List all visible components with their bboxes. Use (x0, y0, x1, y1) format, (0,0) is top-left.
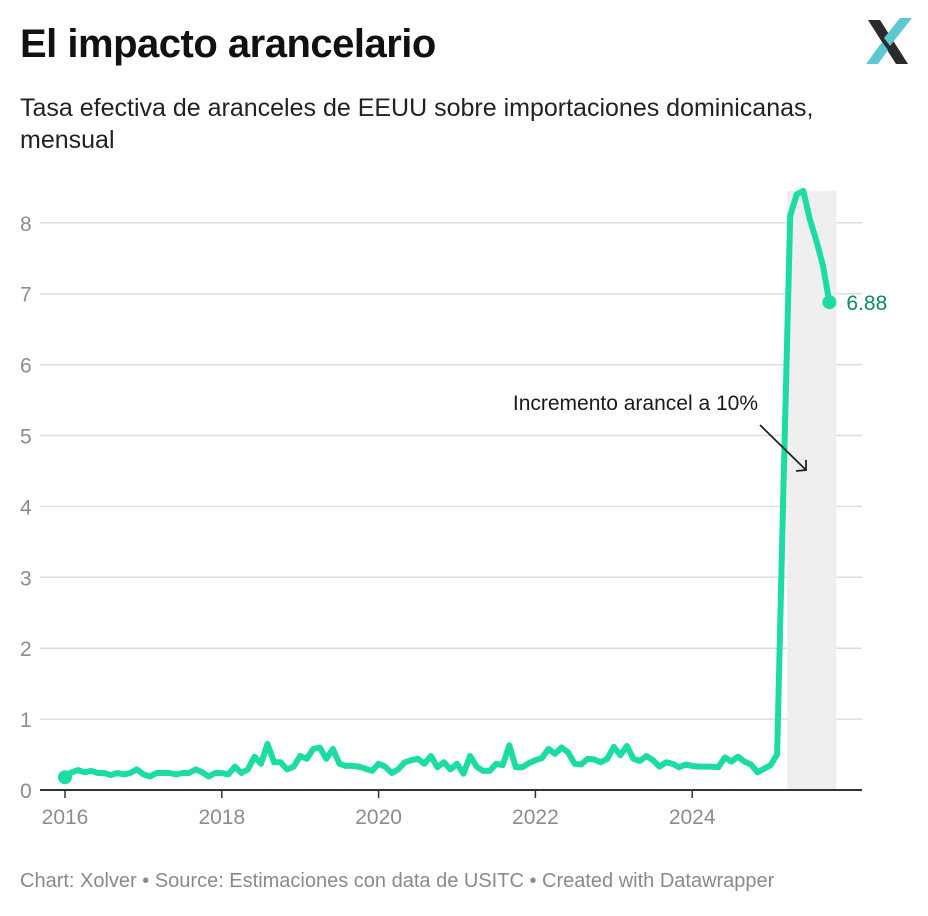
chart-footer: Chart: Xolver • Source: Estimaciones con… (20, 870, 775, 892)
annotation-arrow-shaft (759, 424, 807, 471)
x-tick-label: 2022 (512, 806, 559, 829)
x-axis-ticks: 2016 2018 2020 2022 2024 (42, 790, 716, 829)
y-tick-label: 6 (20, 355, 32, 378)
end-point (822, 295, 837, 310)
x-tick-label: 2016 (42, 806, 89, 829)
y-tick-label: 0 (20, 780, 32, 803)
gridlines (40, 222, 862, 720)
xolver-x-logo-icon (866, 18, 912, 64)
end-value-label: 6.88 (846, 292, 887, 315)
x-tick-label: 2018 (198, 806, 245, 829)
y-tick-label: 7 (20, 284, 32, 307)
y-axis-ticks: 0 1 2 3 4 5 6 7 8 (20, 213, 32, 803)
series-line (62, 187, 833, 781)
y-tick-label: 8 (20, 213, 32, 236)
chart-title: El impacto arancelario (20, 22, 436, 66)
start-point (58, 770, 72, 785)
y-tick-label: 1 (20, 709, 32, 732)
annotation-arrow-head (795, 460, 807, 472)
y-tick-label: 3 (20, 567, 32, 590)
y-tick-label: 4 (20, 496, 32, 519)
x-tick-label: 2024 (669, 806, 716, 829)
annotation-text: Incremento arancel a 10% (513, 392, 758, 415)
annotation-arrow (759, 424, 807, 472)
highlight-band (787, 190, 837, 790)
chart-subtitle: Tasa efectiva de aranceles de EEUU sobre… (20, 94, 814, 154)
y-tick-label: 5 (20, 426, 32, 449)
x-tick-label: 2020 (355, 806, 402, 829)
y-tick-label: 2 (20, 638, 32, 661)
